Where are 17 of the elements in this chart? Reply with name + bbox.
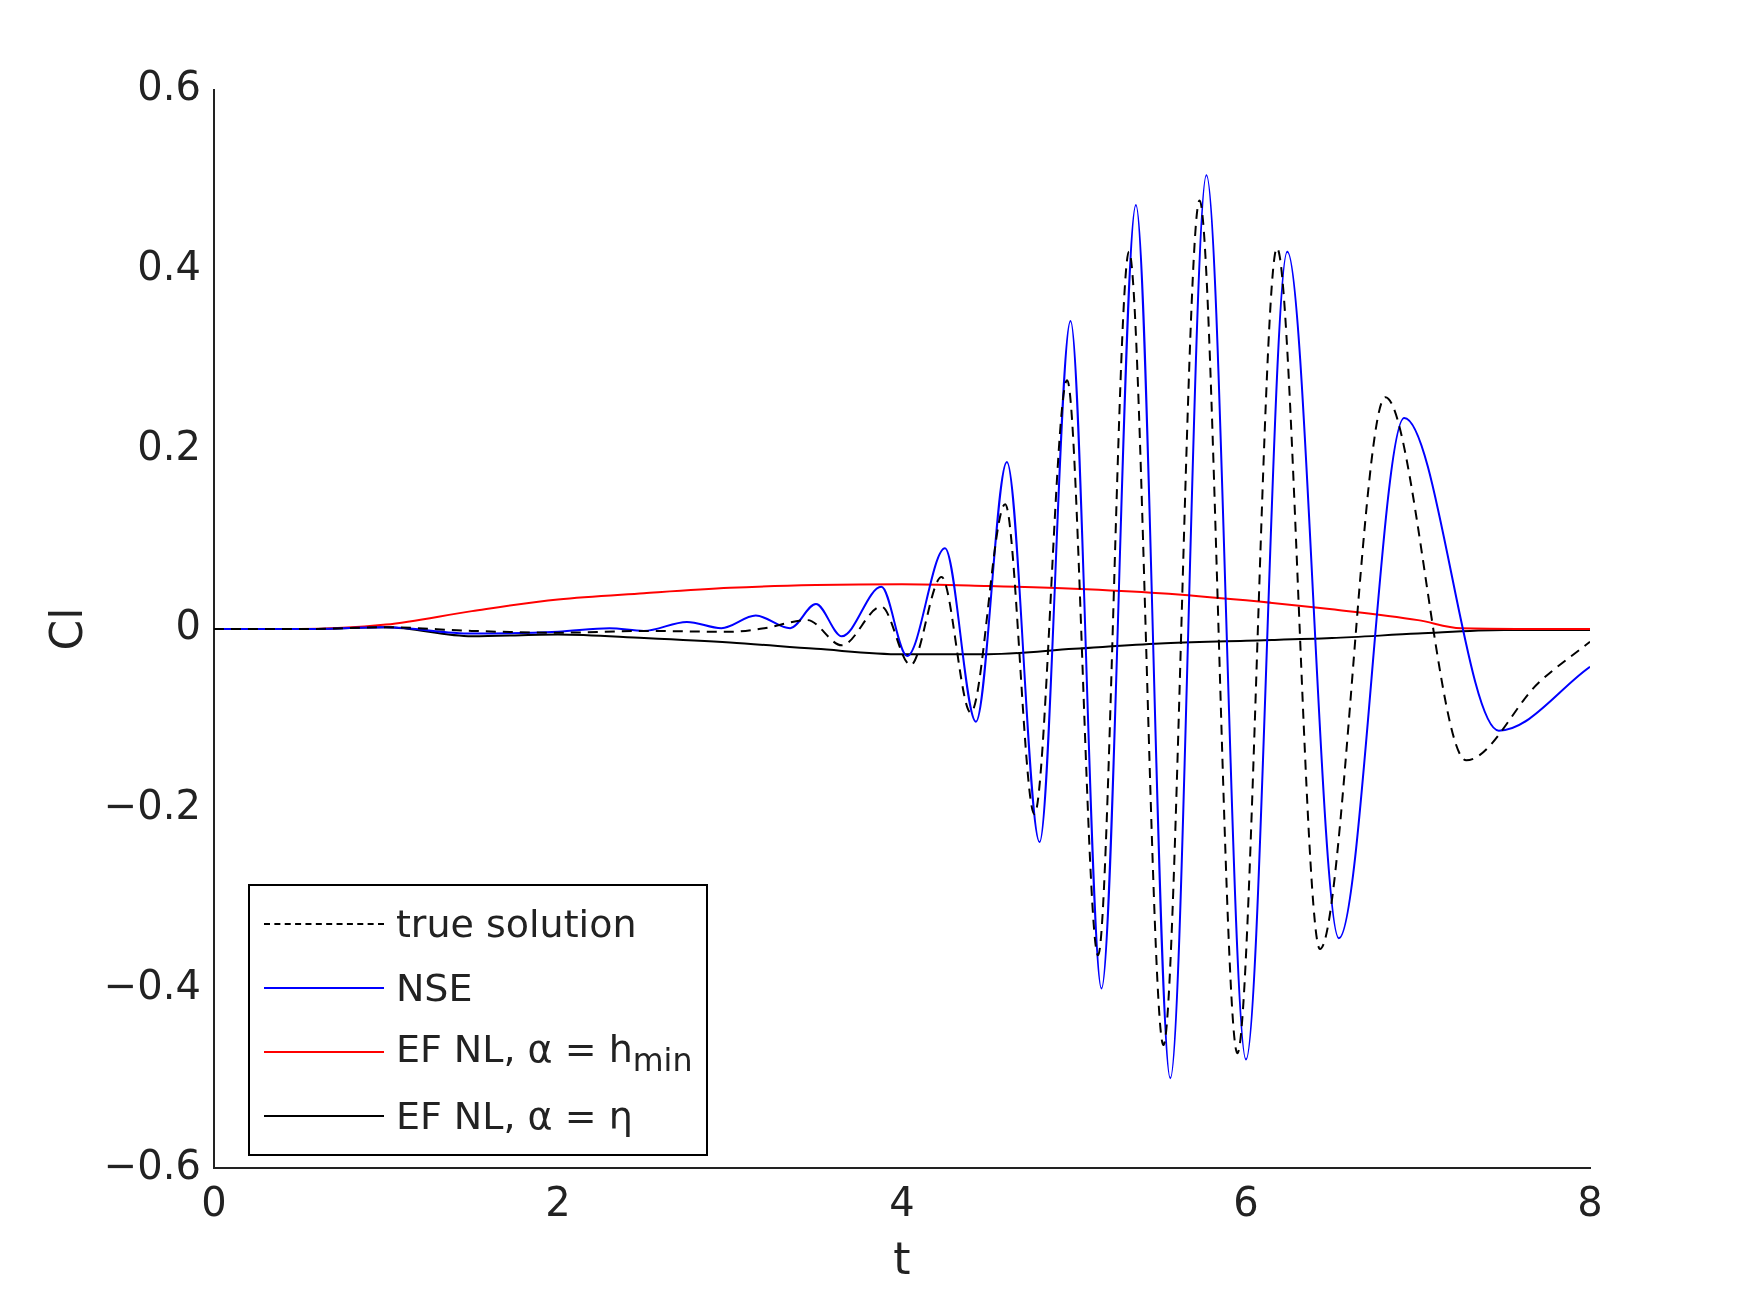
- legend-label: EF NL, α = h$_{min}$: [395, 1026, 693, 1078]
- x-axis-title: t: [893, 1233, 911, 1285]
- y-tick-label: −0.2: [103, 782, 201, 829]
- x-tick-label: 8: [1577, 1178, 1603, 1225]
- y-tick-label: −0.6: [103, 1141, 201, 1188]
- y-tick-label: −0.4: [103, 961, 201, 1008]
- y-axis-title: Cl: [40, 607, 92, 651]
- x-tick-label: 4: [889, 1178, 915, 1225]
- y-tick-label: 0.2: [137, 422, 201, 469]
- legend-label: NSE: [395, 966, 473, 1011]
- legend-label: true solution: [395, 902, 637, 947]
- y-tick-label: 0.4: [137, 243, 201, 290]
- x-tick-label: 6: [1233, 1178, 1259, 1225]
- y-tick-label: 0: [175, 602, 201, 649]
- legend-label: EF NL, α = η: [395, 1094, 633, 1139]
- x-tick-label: 2: [545, 1178, 571, 1225]
- y-tick-label: 0.6: [137, 63, 201, 110]
